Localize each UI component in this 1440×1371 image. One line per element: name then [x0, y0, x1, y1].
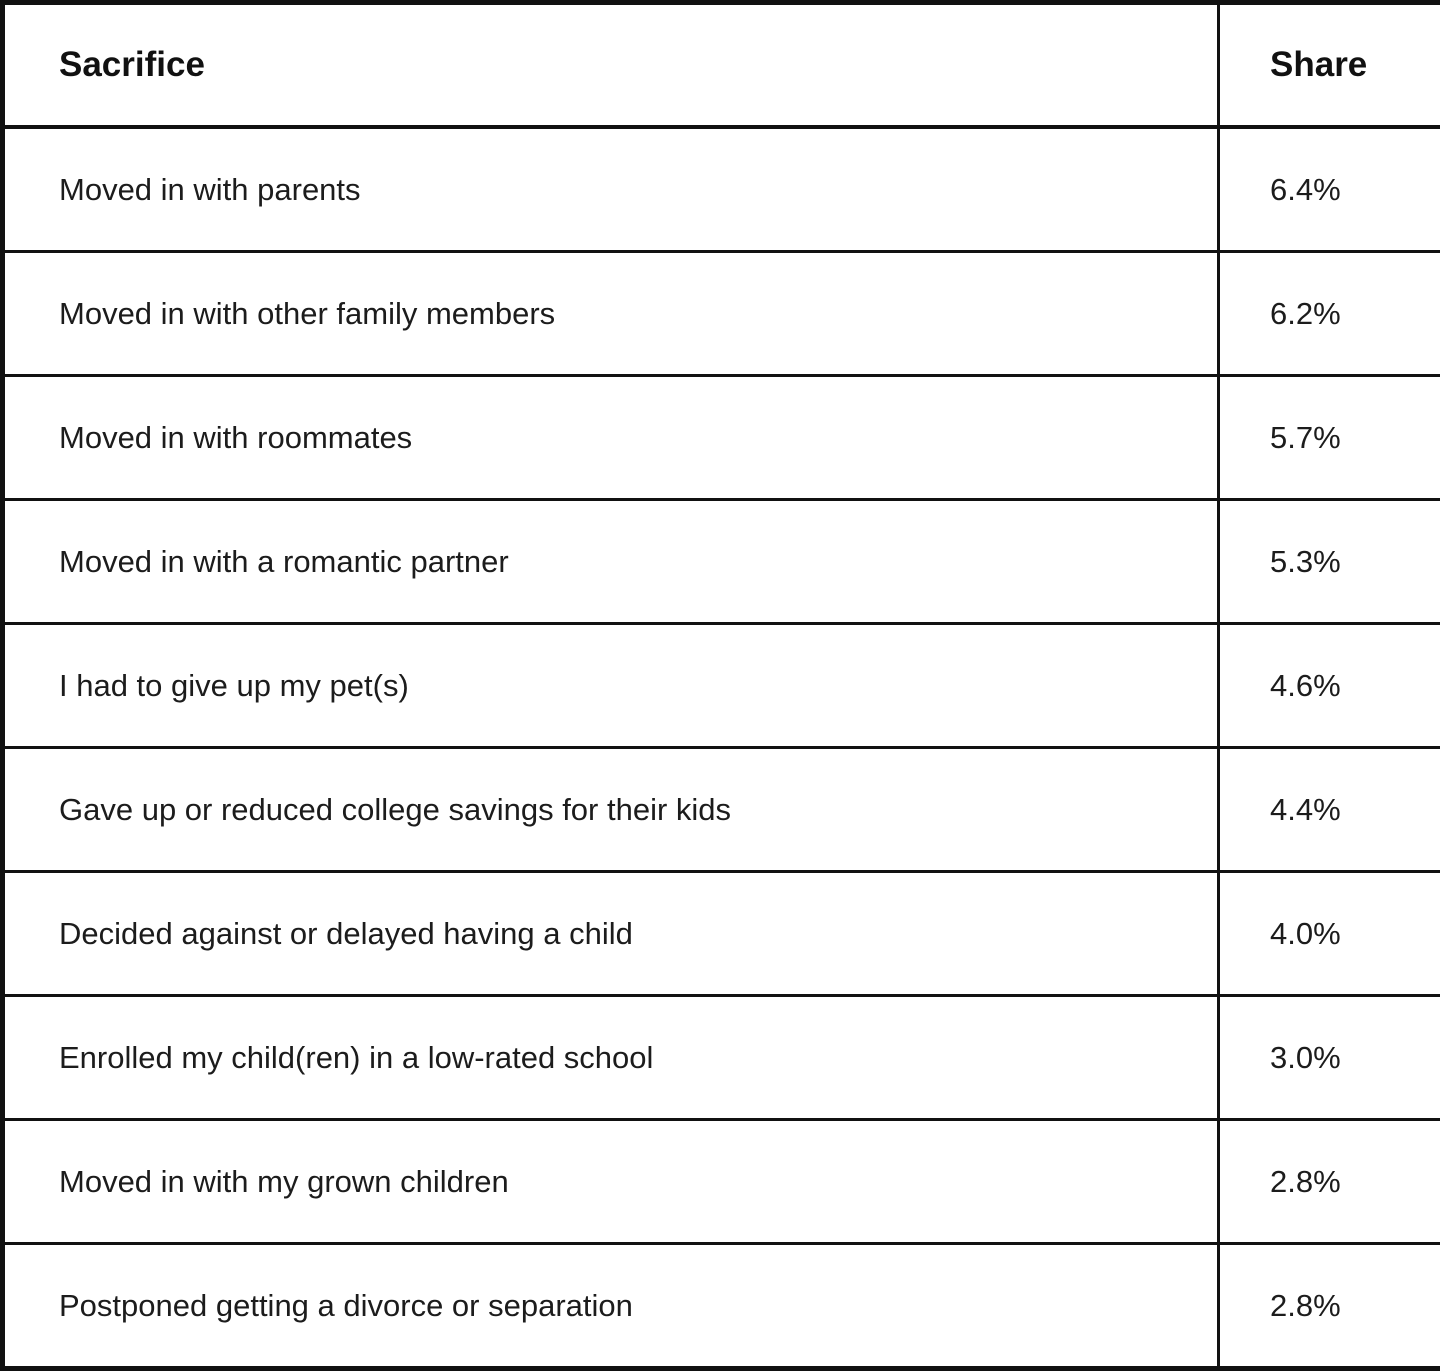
table-row: Moved in with roommates 5.7%	[3, 376, 1440, 500]
table-cell-share: 6.2%	[1219, 252, 1440, 376]
table-row: Postponed getting a divorce or separatio…	[3, 1244, 1440, 1369]
table-cell-share: 6.4%	[1219, 127, 1440, 252]
table-cell-sacrifice: Moved in with my grown children	[3, 1120, 1219, 1244]
table-row: I had to give up my pet(s) 4.6%	[3, 624, 1440, 748]
table-cell-share: 5.7%	[1219, 376, 1440, 500]
table-row: Moved in with a romantic partner 5.3%	[3, 500, 1440, 624]
table-cell-share: 4.4%	[1219, 748, 1440, 872]
table-cell-sacrifice: Enrolled my child(ren) in a low-rated sc…	[3, 996, 1219, 1120]
table-cell-share: 4.6%	[1219, 624, 1440, 748]
table-row: Moved in with my grown children 2.8%	[3, 1120, 1440, 1244]
table-cell-sacrifice: Moved in with parents	[3, 127, 1219, 252]
table-row: Gave up or reduced college savings for t…	[3, 748, 1440, 872]
table-header-row: Sacrifice Share	[3, 3, 1440, 128]
table-cell-sacrifice: Moved in with other family members	[3, 252, 1219, 376]
table-row: Moved in with parents 6.4%	[3, 127, 1440, 252]
column-header-sacrifice: Sacrifice	[3, 3, 1219, 128]
table-cell-share: 5.3%	[1219, 500, 1440, 624]
column-header-share: Share	[1219, 3, 1440, 128]
table-cell-sacrifice: Decided against or delayed having a chil…	[3, 872, 1219, 996]
table-cell-share: 3.0%	[1219, 996, 1440, 1120]
table-row: Decided against or delayed having a chil…	[3, 872, 1440, 996]
table-cell-share: 2.8%	[1219, 1120, 1440, 1244]
table-cell-share: 2.8%	[1219, 1244, 1440, 1369]
table-cell-sacrifice: Moved in with a romantic partner	[3, 500, 1219, 624]
table-row: Moved in with other family members 6.2%	[3, 252, 1440, 376]
table-cell-sacrifice: Moved in with roommates	[3, 376, 1219, 500]
table-cell-sacrifice: Postponed getting a divorce or separatio…	[3, 1244, 1219, 1369]
table-cell-sacrifice: Gave up or reduced college savings for t…	[3, 748, 1219, 872]
table-cell-share: 4.0%	[1219, 872, 1440, 996]
table-row: Enrolled my child(ren) in a low-rated sc…	[3, 996, 1440, 1120]
table-cell-sacrifice: I had to give up my pet(s)	[3, 624, 1219, 748]
